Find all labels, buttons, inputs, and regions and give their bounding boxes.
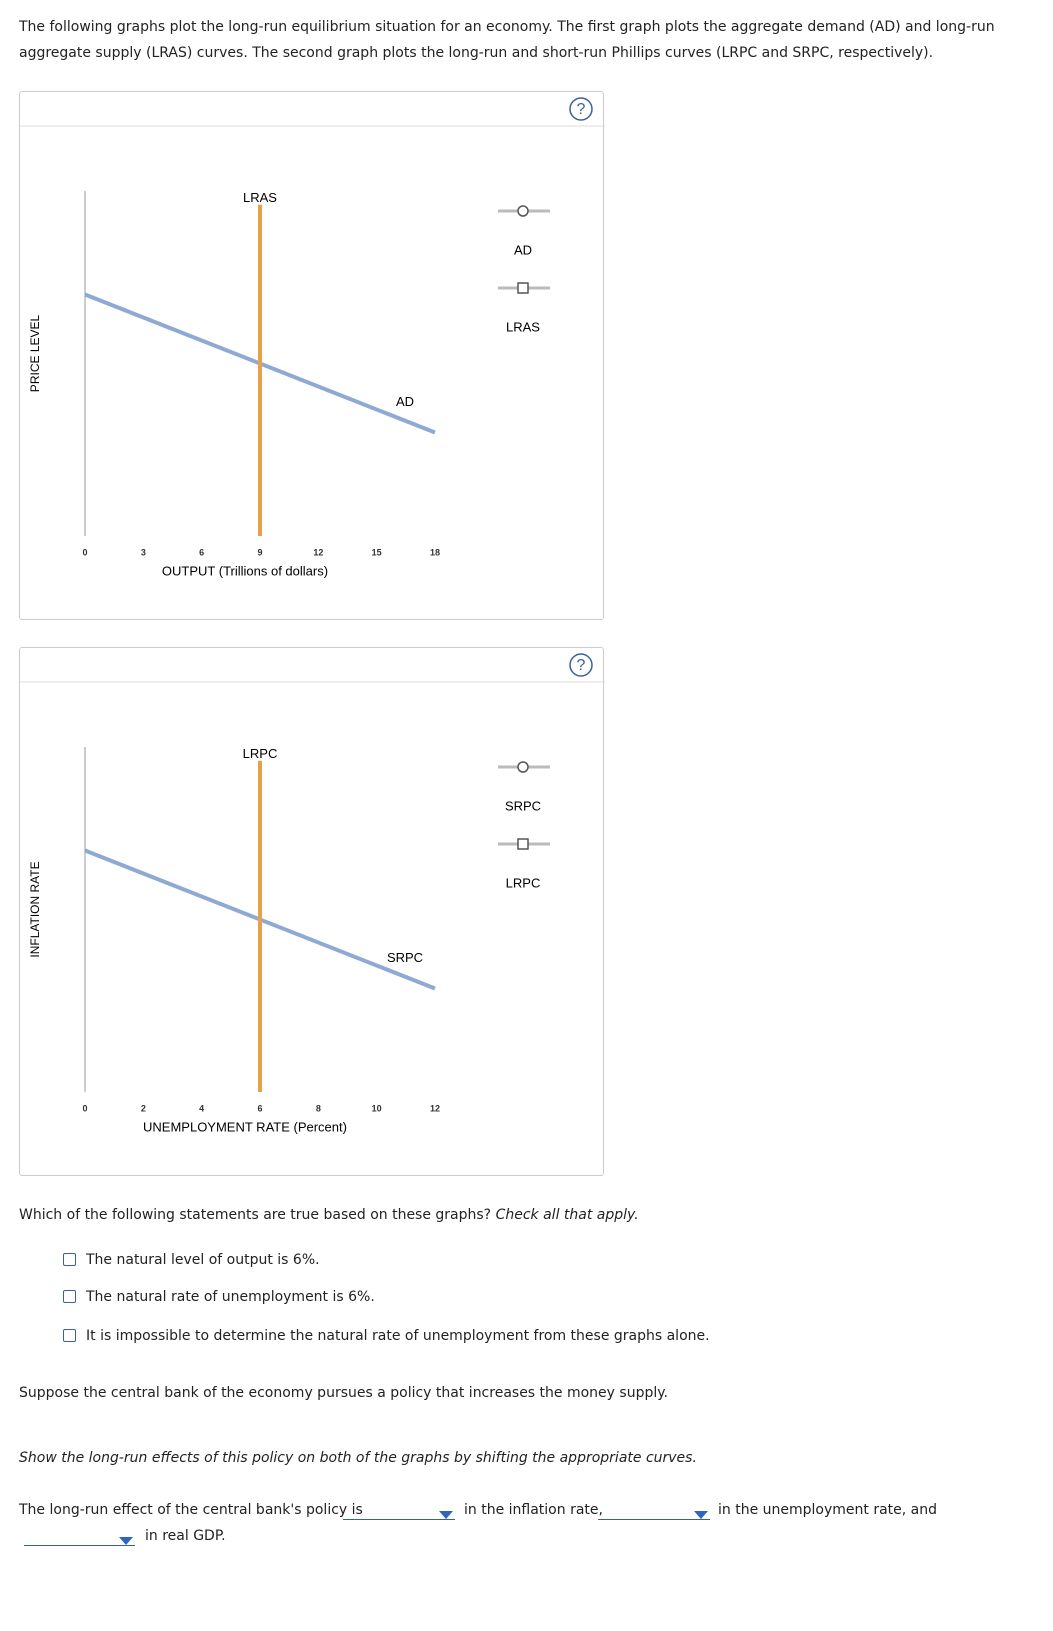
graph: ? INFLATION RATE UNEMPLOYMENT RATE (Percen…	[20, 653, 605, 1134]
help-icon[interactable]: ?	[569, 653, 593, 677]
legend-label: SRPC	[505, 798, 541, 813]
curve-label: LRPC	[243, 746, 278, 761]
sentence-text: in real GDP.	[145, 1528, 226, 1544]
x-tick-label: 3	[141, 547, 146, 557]
help-icon[interactable]: ?	[569, 97, 593, 121]
curve-label: SRPC	[387, 950, 423, 965]
legend-marker	[517, 838, 529, 850]
legend-label: AD	[514, 242, 532, 257]
intro-text: The following graphs plot the long-run e…	[19, 19, 995, 61]
x-tick-label: 0	[82, 1103, 87, 1113]
option-text: It is impossible to determine the natura…	[86, 1328, 710, 1344]
legend-marker	[517, 761, 529, 773]
help-symbol: ?	[577, 101, 586, 118]
x-tick-label: 4	[199, 1103, 204, 1113]
sentence-text: in the unemployment rate, and	[718, 1502, 938, 1518]
x-tick-label: 8	[316, 1103, 321, 1113]
option-text: The natural level of output is 6%.	[86, 1252, 320, 1268]
legend-marker	[517, 205, 529, 217]
legend-label: LRAS	[506, 319, 540, 334]
instruction-text: Show the long-run effects of this policy…	[19, 1450, 697, 1466]
graph: ? PRICE LEVEL OUTPUT (Trillions of dollars…	[20, 97, 605, 578]
help-symbol: ?	[577, 657, 586, 674]
x-tick-label: 10	[372, 1103, 382, 1113]
curve-label: AD	[396, 394, 414, 409]
sentence-text: The long-run effect of the central bank'…	[19, 1502, 363, 1518]
graph-panel: ? PRICE LEVEL OUTPUT (Trillions of dollars…	[19, 91, 605, 620]
x-axis-label: OUTPUT (Trillions of dollars)	[162, 563, 328, 578]
question-text: Which of the following statements are tr…	[19, 1207, 492, 1223]
help-circle	[569, 97, 593, 121]
y-axis-label: INFLATION RATE	[28, 861, 42, 957]
x-tick-label: 0	[82, 547, 87, 557]
dropdown[interactable]	[24, 1531, 135, 1546]
x-tick-label: 18	[430, 547, 440, 557]
x-tick-label: 6	[199, 547, 204, 557]
checkbox[interactable]	[63, 1253, 76, 1266]
scenario-text: Suppose the central bank of the economy …	[19, 1385, 668, 1401]
question-hint: Check all that apply.	[495, 1207, 639, 1223]
x-tick-label: 12	[313, 547, 323, 557]
dropdown[interactable]	[343, 1505, 455, 1520]
help-circle	[569, 653, 593, 677]
question: Which of the following statements are tr…	[19, 1207, 639, 1223]
dropdown[interactable]	[598, 1505, 710, 1520]
option-text: The natural rate of unemployment is 6%.	[86, 1289, 375, 1305]
x-tick-label: 6	[257, 1103, 262, 1113]
legend-label: LRPC	[506, 875, 541, 890]
x-tick-label: 9	[257, 547, 262, 557]
curve-label: LRAS	[243, 190, 277, 205]
x-tick-label: 2	[141, 1103, 146, 1113]
x-tick-label: 12	[430, 1103, 440, 1113]
x-axis-label: UNEMPLOYMENT RATE (Percent)	[143, 1119, 347, 1134]
checkbox[interactable]	[63, 1329, 76, 1342]
graph-panel: ? INFLATION RATE UNEMPLOYMENT RATE (Percen…	[19, 647, 605, 1176]
checkbox[interactable]	[63, 1290, 76, 1303]
sentence-text: in the inflation rate,	[464, 1502, 603, 1518]
y-axis-label: PRICE LEVEL	[28, 314, 42, 392]
x-tick-label: 15	[372, 547, 382, 557]
legend-marker	[517, 282, 529, 294]
